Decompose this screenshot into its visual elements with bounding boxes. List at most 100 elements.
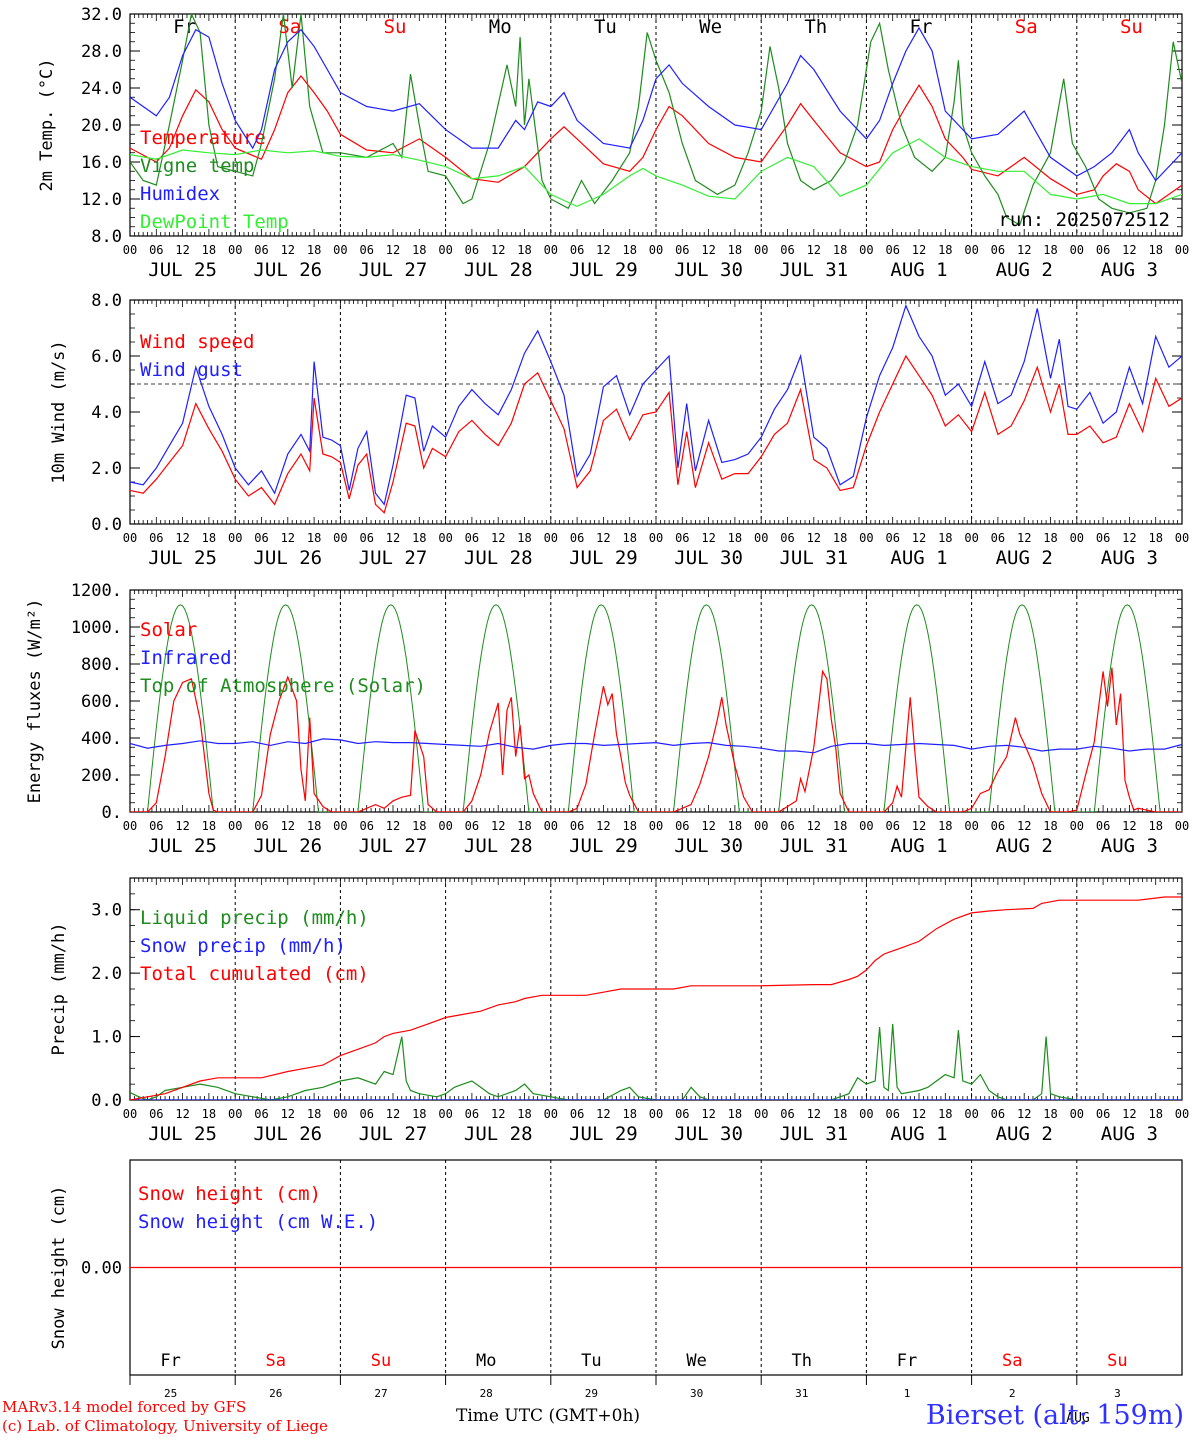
y-tick-label: 600. [81,692,122,712]
day-label: JUL 28 [464,259,533,281]
hour-tick-label: 12 [596,243,610,257]
hour-tick-label: 12 [281,819,295,833]
y-tick-label: 4.0 [91,403,122,423]
legend-entry: Total cumulated (cm) [140,963,369,985]
hour-tick-label: 00 [333,819,347,833]
hour-tick-label: 18 [307,531,321,545]
series-line-humidex [130,26,1182,182]
hour-tick-label: 06 [254,531,268,545]
hour-tick-label: 12 [1122,819,1136,833]
hour-tick-label: 18 [412,531,426,545]
hour-tick-label: 06 [780,531,794,545]
hour-tick-label: 18 [307,243,321,257]
day-label: JUL 26 [253,547,322,569]
hour-tick-label: 00 [859,1107,873,1121]
hour-tick-label: 00 [438,531,452,545]
hour-tick-label: 18 [1148,243,1162,257]
hour-tick-label: 06 [465,1107,479,1121]
hour-tick-label: 12 [1122,1107,1136,1121]
panel-energy: 00 06 12 18 00 06 12 18 00 06 12 18 00 06 12 18 00 06 12 18… [25,581,1189,857]
hour-tick-label: 06 [570,819,584,833]
y-tick-label: 400. [81,729,122,749]
weekday-label: Sa [1002,1351,1022,1371]
day-label: AUG 3 [1101,1123,1158,1145]
hour-tick-label: 06 [570,1107,584,1121]
hour-tick-label: 06 [1096,531,1110,545]
hour-tick-label: 06 [1096,1107,1110,1121]
day-number-label: 29 [585,1387,598,1400]
day-label: JUL 31 [779,259,848,281]
hour-tick-label: 18 [622,819,636,833]
day-number-label: 25 [164,1387,177,1400]
y-axis-label: 2m Temp. (°C) [37,58,57,191]
panel-precip: 00 06 12 18 00 06 12 18 00 06 12 18 00 06 12 18 00 06 12 18… [49,877,1189,1145]
legend-entry: Vigne temp [140,155,254,177]
y-tick-label: 1000. [71,618,122,638]
hour-tick-label: 12 [281,243,295,257]
hour-tick-label: 18 [728,819,742,833]
hour-tick-label: 00 [1175,531,1189,545]
weekday-label: Fr [910,16,933,38]
hour-tick-label: 00 [123,531,137,545]
day-label: JUL 27 [359,835,428,857]
day-label: JUL 26 [253,1123,322,1145]
y-tick-label: 12.0 [81,190,122,210]
hour-tick-label: 00 [228,531,242,545]
hour-tick-label: 12 [912,243,926,257]
hour-tick-label: 18 [1148,531,1162,545]
hour-tick-label: 06 [359,1107,373,1121]
hour-tick-label: 18 [517,531,531,545]
hour-tick-label: 00 [964,531,978,545]
day-label: AUG 2 [996,835,1053,857]
hour-tick-label: 12 [596,819,610,833]
legend-entry: Wind gust [140,359,243,381]
hour-tick-label: 00 [544,1107,558,1121]
hour-tick-label: 00 [544,531,558,545]
hour-tick-label: 00 [544,243,558,257]
hour-tick-label: 18 [833,531,847,545]
hour-tick-label: 00 [1175,243,1189,257]
hour-tick-label: 18 [622,1107,636,1121]
hour-tick-label: 00 [964,819,978,833]
hour-tick-label: 12 [912,1107,926,1121]
hour-tick-label: 00 [754,243,768,257]
hour-tick-label: 18 [1148,1107,1162,1121]
hour-tick-label: 12 [596,1107,610,1121]
hour-tick-label: 06 [149,531,163,545]
hour-tick-label: 12 [491,1107,505,1121]
legend-entry: DewPoint Temp [140,211,289,233]
panel-temperature: 00 06 12 18 00 06 12 18 00 06 12 18 00 06 12 18 00 06 12 18… [37,5,1189,281]
hour-tick-label: 00 [754,1107,768,1121]
day-label: AUG 1 [890,835,947,857]
y-tick-label: 24.0 [81,79,122,99]
hour-tick-label: 18 [1043,531,1057,545]
hour-tick-label: 00 [859,531,873,545]
weekday-label: We [686,1351,706,1371]
hour-tick-label: 18 [202,531,216,545]
series-line-top-of-atmosphere [130,604,1182,812]
hour-tick-label: 00 [649,243,663,257]
hour-tick-label: 06 [675,243,689,257]
day-label: AUG 1 [890,547,947,569]
weekday-label: Su [1120,16,1143,38]
hour-tick-label: 12 [701,243,715,257]
day-label: AUG 1 [890,1123,947,1145]
hour-tick-label: 12 [1122,531,1136,545]
hour-tick-label: 18 [938,819,952,833]
series-line-total-cumulated-cm- [130,896,1182,1100]
hour-tick-label: 06 [149,819,163,833]
legend-entry: Solar [140,619,197,641]
hour-tick-label: 12 [281,531,295,545]
day-label: JUL 27 [359,547,428,569]
hour-tick-label: 12 [175,1107,189,1121]
legend-entry: Infrared [140,647,232,669]
hour-tick-label: 12 [701,531,715,545]
hour-tick-label: 00 [123,1107,137,1121]
weekday-label: Sa [266,1351,286,1371]
hour-tick-label: 06 [675,1107,689,1121]
y-tick-label: 2.0 [91,459,122,479]
day-label: AUG 3 [1101,547,1158,569]
day-label: JUL 30 [674,835,743,857]
weekday-label: Su [1107,1351,1127,1371]
